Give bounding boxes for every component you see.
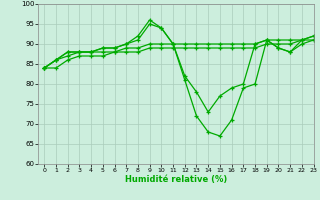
X-axis label: Humidité relative (%): Humidité relative (%): [125, 175, 227, 184]
